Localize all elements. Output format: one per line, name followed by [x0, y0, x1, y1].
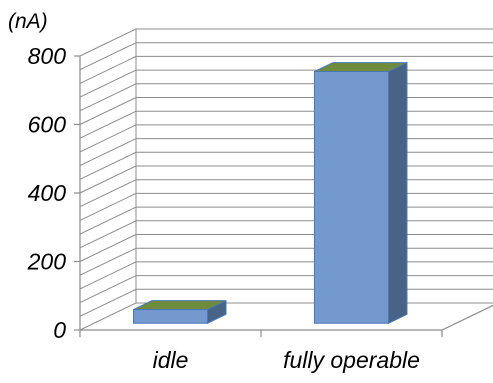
y-tick-label: 600 [28, 112, 67, 138]
labels: (nA) 0 200 400 600 800 idle fully operable [8, 10, 420, 373]
bar-front-face [133, 309, 208, 324]
x-category-label: fully operable [283, 347, 420, 373]
y-tick-label: 0 [53, 317, 66, 343]
y-tick-label: 800 [28, 43, 67, 69]
y-tick-label: 400 [28, 180, 67, 206]
x-category-label: idle [153, 347, 189, 373]
gridlines [79, 28, 493, 331]
bar-fully-operable [314, 61, 408, 325]
axes [74, 29, 493, 337]
bar-side-face [388, 61, 408, 325]
bar-idle [133, 299, 227, 325]
bar-front-face [314, 71, 389, 324]
bars [133, 61, 408, 325]
y-tick-label: 200 [27, 249, 67, 275]
y-axis-unit-label: (nA) [8, 10, 48, 33]
